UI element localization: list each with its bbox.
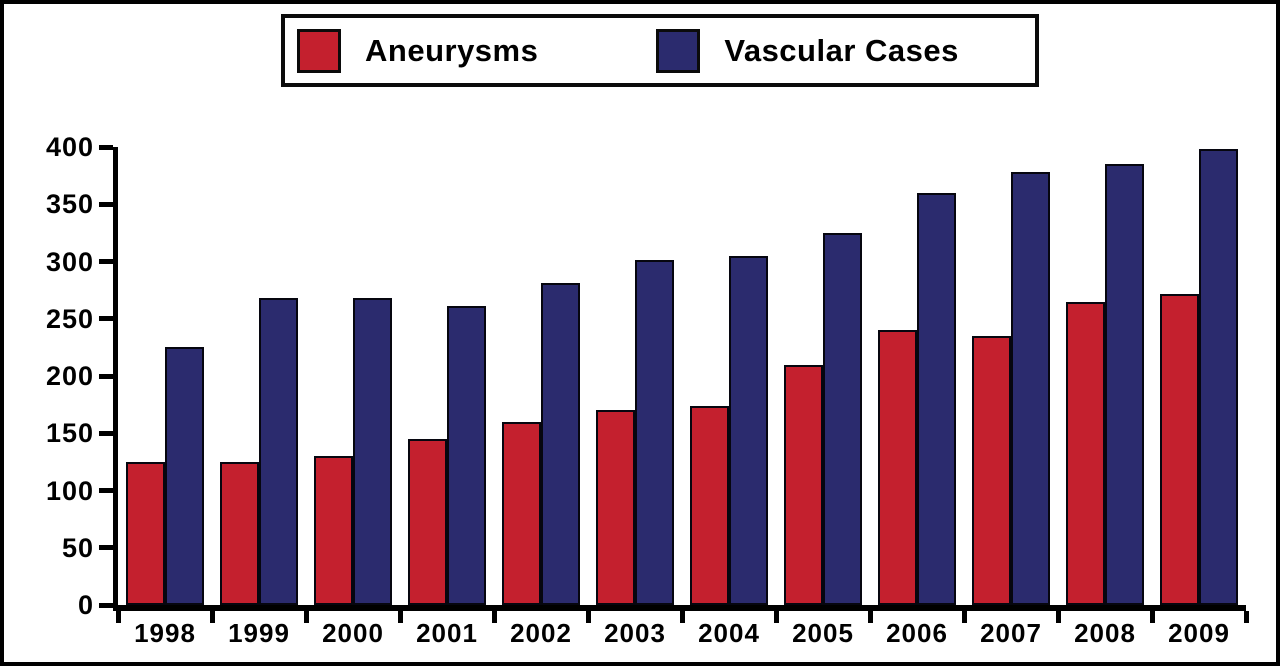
legend: Aneurysms Vascular Cases	[281, 14, 1039, 87]
x-tick-5	[585, 611, 591, 623]
legend-item-aneurysms: Aneurysms	[297, 28, 539, 73]
x-tick-4	[491, 611, 497, 623]
y-tick-label-250: 250	[45, 303, 94, 334]
bar-group-2008	[1058, 147, 1152, 605]
x-tick-1	[209, 611, 215, 623]
bar-aneurysms-2006	[878, 330, 917, 605]
x-category-label-1999: 1999	[228, 618, 290, 648]
legend-swatch-vascular-cases	[656, 28, 701, 73]
x-category-label-2001: 2001	[416, 618, 478, 648]
bar-vascular-cases-2007	[1011, 172, 1050, 605]
bar-vascular-cases-2001	[447, 306, 486, 605]
bar-group-2001	[400, 147, 494, 605]
y-tick-label-50: 50	[61, 532, 94, 563]
x-tick-8	[867, 611, 873, 623]
bar-group-2002	[494, 147, 588, 605]
y-tick-label-200: 200	[45, 361, 94, 391]
legend-label-aneurysms: Aneurysms	[365, 32, 539, 68]
bar-group-2009	[1152, 147, 1246, 605]
y-tick-350	[99, 201, 113, 207]
bar-group-2005	[776, 147, 870, 605]
bar-aneurysms-1998	[126, 462, 165, 605]
bar-vascular-cases-2005	[823, 233, 862, 605]
bar-group-2003	[588, 147, 682, 605]
x-category-label-2008: 2008	[1074, 618, 1136, 648]
bar-vascular-cases-2004	[729, 256, 768, 605]
bar-aneurysms-2001	[408, 439, 447, 605]
x-tick-2	[303, 611, 309, 623]
bar-aneurysms-1999	[220, 462, 259, 605]
bar-vascular-cases-2000	[353, 298, 392, 605]
legend-label-vascular-cases: Vascular Cases	[724, 32, 959, 68]
y-tick-250	[99, 316, 113, 322]
x-category-label-2006: 2006	[886, 618, 948, 648]
bar-aneurysms-2007	[972, 336, 1011, 605]
y-tick-100	[99, 488, 113, 493]
x-tick-9	[961, 611, 967, 623]
bar-group-2000	[306, 147, 400, 605]
legend-swatch-aneurysms	[297, 28, 341, 73]
bar-group-1998	[118, 147, 212, 605]
legend-item-vascular-cases: Vascular Cases	[656, 28, 959, 73]
y-tick-label-150: 150	[45, 418, 94, 449]
x-category-label-2005: 2005	[792, 618, 854, 648]
bar-aneurysms-2004	[690, 406, 729, 605]
x-tick-10	[1055, 611, 1061, 623]
bar-vascular-cases-2009	[1199, 149, 1238, 605]
bar-group-1999	[212, 147, 306, 605]
x-tick-12	[1243, 611, 1249, 623]
x-tick-3	[397, 611, 403, 623]
bar-group-2004	[682, 147, 776, 605]
bar-aneurysms-2005	[784, 365, 823, 605]
bar-aneurysms-2003	[596, 410, 635, 605]
bar-vascular-cases-1999	[259, 298, 298, 605]
y-tick-50	[99, 545, 113, 551]
bar-vascular-cases-2008	[1105, 164, 1144, 605]
x-category-label-2009: 2009	[1168, 618, 1230, 648]
x-category-label-2002: 2002	[510, 618, 572, 648]
y-tick-label-100: 100	[45, 475, 94, 506]
plot-area: 0 50 100 150 200 250 300 350 400 1998 1999 2000 200…	[46, 132, 1249, 648]
bar-aneurysms-2008	[1066, 302, 1105, 605]
y-tick-label-350: 350	[45, 189, 94, 220]
y-tick-200	[99, 373, 113, 379]
x-category-label-2003: 2003	[604, 618, 666, 648]
y-tick-label-400: 400	[45, 132, 94, 162]
x-tick-0	[115, 611, 121, 623]
bar-vascular-cases-2002	[541, 283, 580, 605]
y-tick-label-300: 300	[45, 246, 94, 277]
x-category-label-2000: 2000	[322, 618, 384, 648]
y-tick-400	[99, 144, 113, 150]
y-tick-150	[99, 430, 113, 436]
y-tick-0	[99, 602, 113, 608]
bar-vascular-cases-1998	[165, 347, 204, 605]
bar-aneurysms-2000	[314, 456, 353, 605]
bar-group-2006	[870, 147, 964, 605]
y-tick-label-0: 0	[77, 590, 94, 620]
x-category-label-2004: 2004	[698, 618, 760, 648]
y-tick-300	[99, 259, 113, 264]
x-tick-6	[679, 611, 685, 623]
bar-aneurysms-2002	[502, 422, 541, 605]
x-category-label-2007: 2007	[980, 618, 1042, 648]
bar-group-2007	[964, 147, 1058, 605]
x-category-label-1998: 1998	[134, 618, 196, 648]
bar-vascular-cases-2003	[635, 260, 674, 605]
bar-vascular-cases-2006	[917, 193, 956, 605]
bar-aneurysms-2009	[1160, 294, 1199, 605]
x-tick-7	[773, 611, 779, 623]
x-tick-11	[1149, 611, 1155, 623]
